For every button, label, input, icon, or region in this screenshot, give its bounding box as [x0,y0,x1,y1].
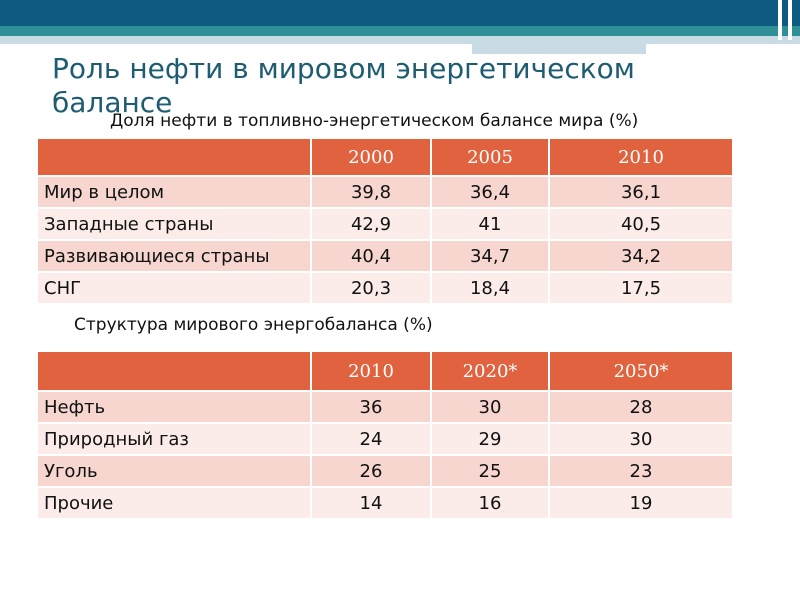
header-cell: 2005 [430,137,550,177]
table-cell: 29 [430,422,550,456]
energy-balance-table: 2010 2020* 2050* Нефть 36 30 28 Природны… [36,350,734,520]
table2-caption: Структура мирового энергобаланса (%) [74,315,433,335]
row-label: Развивающиеся страны [36,239,312,273]
header-cell: 2020* [430,350,550,392]
table-cell: 34,7 [430,239,550,273]
table-cell: 18,4 [430,271,550,305]
table-cell: 40,4 [310,239,432,273]
row-label: СНГ [36,271,312,305]
table-row: Уголь 26 25 23 [36,454,734,488]
header-band-divider [778,0,782,44]
table-cell: 30 [430,390,550,424]
header-cell: 2010 [310,350,432,392]
table-cell: 42,9 [310,207,432,241]
table-cell: 19 [548,486,734,520]
table-cell: 14 [310,486,432,520]
table-cell: 17,5 [548,271,734,305]
header-cell: 2010 [548,137,734,177]
table-cell: 36 [310,390,432,424]
header-band-light [0,36,800,44]
row-label: Мир в целом [36,175,312,209]
table-header-row: 2000 2005 2010 [36,137,734,177]
header-cell [36,137,312,177]
table-cell: 28 [548,390,734,424]
table-cell: 30 [548,422,734,456]
table-cell: 23 [548,454,734,488]
table-row: Прочие 14 16 19 [36,486,734,520]
header-cell: 2000 [310,137,432,177]
table-header-row: 2010 2020* 2050* [36,350,734,392]
row-label: Западные страны [36,207,312,241]
table-cell: 16 [430,486,550,520]
table-row: Западные страны 42,9 41 40,5 [36,207,734,241]
header-band-divider [788,0,792,44]
slide-title: Роль нефти в мировом энергетическом бала… [52,52,635,119]
table-cell: 36,4 [430,175,550,209]
table-cell: 25 [430,454,550,488]
table-row: Природный газ 24 29 30 [36,422,734,456]
header-band-teal [0,26,800,36]
table-cell: 24 [310,422,432,456]
row-label: Уголь [36,454,312,488]
header-cell [36,350,312,392]
row-label: Нефть [36,390,312,424]
header-cell: 2050* [548,350,734,392]
table-row: Развивающиеся страны 40,4 34,7 34,2 [36,239,734,273]
table-row: СНГ 20,3 18,4 17,5 [36,271,734,305]
table-cell: 41 [430,207,550,241]
decorative-header-band [0,0,800,44]
table-cell: 34,2 [548,239,734,273]
row-label: Природный газ [36,422,312,456]
table-row: Мир в целом 39,8 36,4 36,1 [36,175,734,209]
oil-share-table: 2000 2005 2010 Мир в целом 39,8 36,4 36,… [36,137,734,305]
table-cell: 26 [310,454,432,488]
row-label: Прочие [36,486,312,520]
table-cell: 39,8 [310,175,432,209]
table1-caption: Доля нефти в топливно-энергетическом бал… [110,111,639,131]
table-cell: 20,3 [310,271,432,305]
header-band-notch-cut [646,44,800,54]
table-cell: 36,1 [548,175,734,209]
table-cell: 40,5 [548,207,734,241]
header-band-dark [0,0,800,26]
table-row: Нефть 36 30 28 [36,390,734,424]
